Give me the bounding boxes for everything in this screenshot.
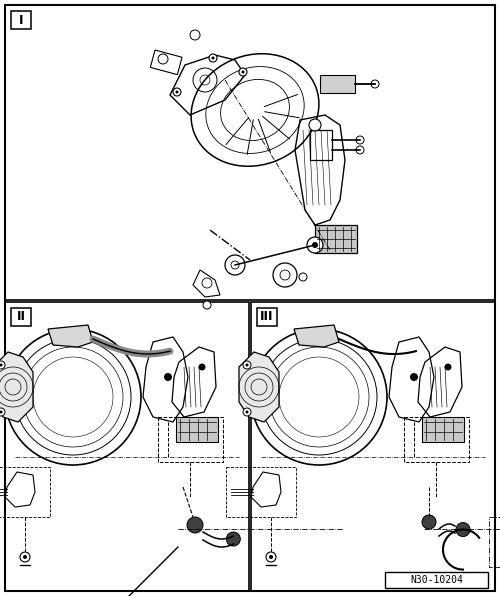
Text: N30-10204: N30-10204	[410, 575, 464, 585]
Bar	[422, 417, 464, 442]
Polygon shape	[0, 352, 33, 422]
Circle shape	[356, 146, 364, 154]
Circle shape	[444, 364, 452, 371]
Circle shape	[266, 552, 276, 562]
Bar	[150, 50, 182, 74]
Bar	[251, 302, 495, 591]
Circle shape	[209, 54, 217, 62]
Circle shape	[164, 373, 172, 381]
Circle shape	[246, 364, 248, 367]
Circle shape	[0, 361, 5, 369]
Circle shape	[23, 555, 27, 559]
Circle shape	[212, 57, 214, 60]
Bar	[315, 225, 357, 253]
Circle shape	[307, 237, 323, 253]
Bar	[489, 517, 500, 567]
Bar	[0, 467, 50, 517]
Circle shape	[0, 408, 5, 416]
Circle shape	[309, 119, 321, 131]
Bar	[320, 75, 355, 93]
Circle shape	[410, 373, 418, 381]
Text: III: III	[260, 311, 274, 324]
Circle shape	[0, 411, 2, 414]
Circle shape	[312, 242, 318, 248]
Circle shape	[225, 255, 245, 275]
Text: II: II	[16, 311, 26, 324]
Polygon shape	[239, 352, 279, 422]
Bar	[11, 308, 31, 326]
Bar	[5, 302, 249, 591]
Circle shape	[269, 555, 273, 559]
Circle shape	[243, 361, 251, 369]
Bar	[5, 5, 495, 300]
Bar	[11, 11, 31, 29]
Bar	[310, 130, 332, 160]
Circle shape	[422, 515, 436, 529]
Circle shape	[203, 301, 211, 309]
Circle shape	[173, 88, 181, 96]
Circle shape	[246, 411, 248, 414]
Circle shape	[198, 364, 205, 371]
Bar	[385, 572, 488, 588]
Bar	[404, 417, 469, 462]
Circle shape	[176, 91, 178, 94]
Circle shape	[242, 70, 244, 73]
Bar	[158, 417, 223, 462]
Circle shape	[226, 532, 240, 546]
Circle shape	[243, 408, 251, 416]
Bar	[257, 308, 277, 326]
Circle shape	[356, 136, 364, 144]
Circle shape	[20, 552, 30, 562]
Circle shape	[239, 68, 247, 76]
Polygon shape	[48, 325, 93, 347]
Circle shape	[187, 517, 203, 533]
Circle shape	[456, 523, 470, 536]
Circle shape	[299, 273, 307, 281]
Text: I: I	[19, 14, 23, 26]
Polygon shape	[294, 325, 339, 347]
Circle shape	[371, 80, 379, 88]
Circle shape	[0, 364, 2, 367]
Bar	[176, 417, 218, 442]
Bar	[226, 467, 296, 517]
